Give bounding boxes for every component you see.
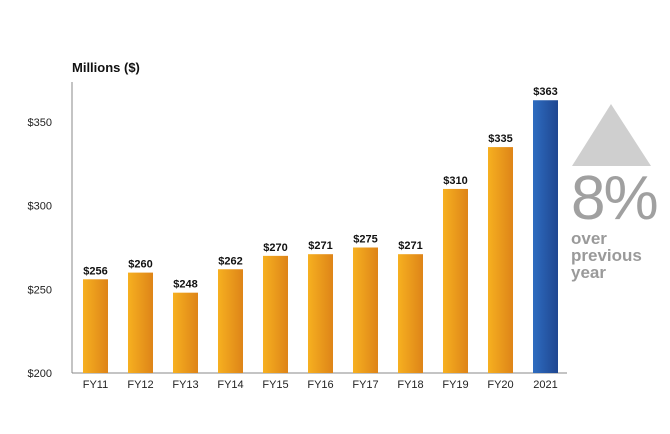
up-triangle-icon — [572, 104, 651, 166]
y-tick-label: $200 — [28, 368, 52, 380]
y-tick-label: $350 — [28, 117, 52, 129]
data-label: $271 — [308, 240, 332, 252]
data-label: $260 — [128, 259, 152, 271]
y-tick-label: $250 — [28, 284, 52, 296]
data-label: $271 — [398, 240, 422, 252]
bar-FY19 — [443, 188, 468, 373]
x-tick-label: FY14 — [217, 379, 243, 391]
growth-caption: over previous year — [571, 229, 642, 282]
x-tick-label: FY12 — [127, 379, 153, 391]
x-tick-label: 2021 — [533, 379, 557, 391]
bar-FY14 — [218, 269, 243, 373]
bar-FY12 — [128, 272, 153, 373]
y-axis-title: Millions ($) — [72, 60, 140, 75]
bar-FY15 — [263, 255, 288, 373]
x-tick-label: FY16 — [307, 379, 333, 391]
bar-2021 — [533, 100, 558, 373]
bar-FY11 — [83, 279, 108, 373]
data-label: $363 — [533, 86, 557, 98]
bar-FY20 — [488, 147, 513, 373]
data-label: $310 — [443, 175, 467, 187]
x-tick-label: FY13 — [172, 379, 198, 391]
x-tick-label: FY19 — [442, 379, 468, 391]
bar-FY17 — [353, 247, 378, 373]
bar-FY16 — [308, 254, 333, 373]
x-tick-label: FY11 — [83, 379, 108, 391]
growth-percent: 8% — [571, 164, 659, 233]
x-tick-label: FY20 — [487, 379, 513, 391]
bar-FY18 — [398, 254, 423, 373]
data-label: $270 — [263, 242, 287, 254]
x-tick-label: FY18 — [397, 379, 423, 391]
y-tick-label: $300 — [28, 201, 52, 213]
data-label: $335 — [488, 133, 512, 145]
data-label: $248 — [173, 279, 197, 291]
x-tick-label: FY15 — [262, 379, 288, 391]
data-label: $275 — [353, 234, 377, 246]
data-label: $256 — [83, 265, 107, 277]
x-tick-label: FY17 — [352, 379, 378, 391]
growth-callout: 8% over previous year — [571, 164, 666, 282]
bar-FY13 — [173, 292, 198, 373]
data-label: $262 — [218, 255, 242, 267]
